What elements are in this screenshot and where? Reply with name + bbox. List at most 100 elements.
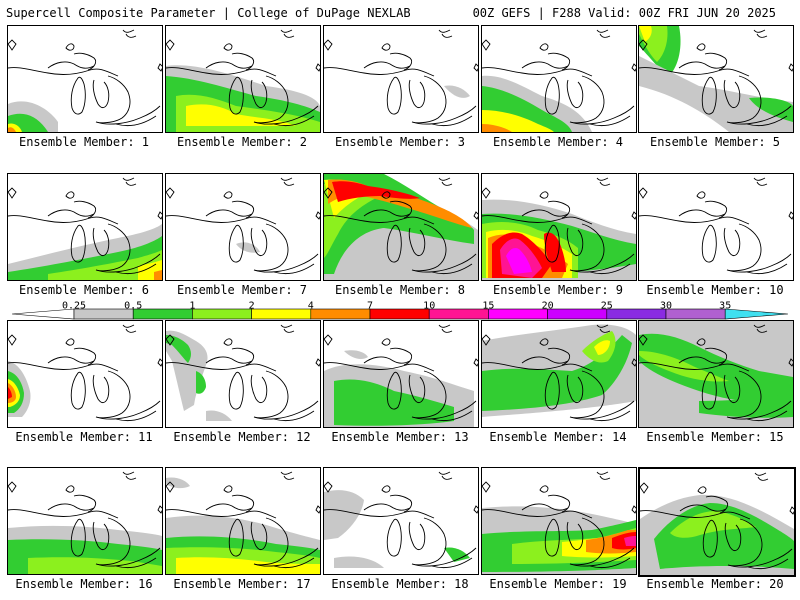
legend-tick-label: 15 bbox=[482, 301, 494, 312]
member-label-2: Ensemble Member: 2 bbox=[176, 135, 308, 149]
scp-contour-green bbox=[639, 333, 793, 403]
scp-contour-green bbox=[334, 379, 454, 426]
legend-bin-5 bbox=[369, 308, 430, 320]
member-label-5: Ensemble Member: 5 bbox=[649, 135, 781, 149]
scp-contour-red bbox=[544, 232, 566, 272]
scp-contour-green bbox=[444, 547, 470, 562]
legend-bin-9 bbox=[606, 308, 667, 320]
member-label-18: Ensemble Member: 18 bbox=[331, 577, 469, 591]
map-outline bbox=[482, 177, 636, 275]
member-map-svg bbox=[166, 324, 320, 422]
legend-bin-10 bbox=[665, 308, 726, 320]
legend-tick-label: 1 bbox=[189, 301, 195, 312]
member-map-svg bbox=[324, 324, 478, 427]
scp-contour-lime bbox=[639, 351, 729, 382]
scp-contour-green bbox=[699, 393, 793, 418]
legend-tick-label: 0.5 bbox=[124, 301, 142, 312]
scp-contour-gray bbox=[236, 242, 260, 253]
member-map-7 bbox=[165, 173, 321, 281]
member-map-12 bbox=[165, 320, 321, 428]
member-map-14 bbox=[481, 320, 637, 428]
scp-contour-lime bbox=[48, 250, 162, 280]
page-title: Supercell Composite Parameter | College … bbox=[6, 6, 411, 20]
member-label-14: Ensemble Member: 14 bbox=[489, 430, 627, 444]
member-map-10 bbox=[638, 173, 794, 281]
scp-contour-gray bbox=[344, 350, 368, 359]
scp-contour-gray bbox=[334, 556, 384, 568]
map-outline bbox=[639, 177, 793, 275]
scp-contour-lime bbox=[28, 557, 162, 574]
legend-bar: 0.25 0.5 1 2 4 7 10 15 20 25 30 35 bbox=[11, 301, 789, 320]
scp-contour-gray bbox=[166, 477, 190, 489]
map-outline bbox=[324, 324, 478, 422]
model-valid-time: 00Z GEFS | F288 Valid: 00Z FRI JUN 20 20… bbox=[472, 6, 776, 20]
member-map-15 bbox=[638, 320, 794, 428]
legend-bin-3 bbox=[251, 308, 312, 320]
legend-bin-6 bbox=[428, 308, 489, 320]
member-map-17 bbox=[165, 467, 321, 575]
member-map-svg bbox=[324, 174, 478, 280]
member-map-svg bbox=[482, 177, 636, 280]
legend-tick-label: 10 bbox=[423, 301, 435, 312]
member-map-svg bbox=[8, 471, 162, 574]
member-map-svg bbox=[482, 471, 636, 574]
map-outline bbox=[166, 177, 320, 275]
scp-contour-yellow bbox=[639, 26, 652, 42]
map-outline bbox=[166, 324, 320, 422]
legend-arrow-right bbox=[724, 308, 789, 320]
scp-contour-gray bbox=[324, 490, 364, 540]
member-map-11 bbox=[7, 320, 163, 428]
member-label-6: Ensemble Member: 6 bbox=[18, 283, 150, 297]
legend-tick-label: 7 bbox=[367, 301, 373, 312]
member-label-16: Ensemble Member: 16 bbox=[15, 577, 153, 591]
member-map-13 bbox=[323, 320, 479, 428]
member-map-2 bbox=[165, 25, 321, 133]
scp-contour-green bbox=[749, 97, 793, 122]
member-label-4: Ensemble Member: 4 bbox=[492, 135, 624, 149]
map-outline bbox=[8, 29, 162, 127]
member-map-svg bbox=[639, 177, 793, 275]
map-outline bbox=[324, 29, 478, 127]
map-outline bbox=[8, 324, 162, 422]
scp-contour-gray bbox=[444, 85, 470, 98]
map-outline bbox=[324, 177, 478, 275]
member-map-3 bbox=[323, 25, 479, 133]
member-label-10: Ensemble Member: 10 bbox=[646, 283, 784, 297]
map-outline bbox=[640, 472, 794, 570]
member-map-svg bbox=[8, 177, 162, 280]
member-map-19 bbox=[481, 467, 637, 575]
member-map-svg bbox=[8, 29, 162, 132]
scp-contour-green bbox=[482, 335, 632, 411]
member-label-19: Ensemble Member: 19 bbox=[489, 577, 627, 591]
scp-contour-yellow bbox=[594, 340, 610, 355]
scp-contour-magenta bbox=[506, 248, 532, 274]
legend-tick-label: 2 bbox=[249, 301, 255, 312]
member-map-4 bbox=[481, 25, 637, 133]
map-outline bbox=[639, 29, 793, 127]
scp-contour-yellow bbox=[176, 557, 320, 574]
legend-bin-8 bbox=[547, 308, 608, 320]
member-label-3: Ensemble Member: 3 bbox=[334, 135, 466, 149]
member-map-20 bbox=[638, 467, 796, 577]
member-map-svg bbox=[640, 472, 794, 575]
scp-contour-orange bbox=[8, 127, 16, 132]
legend-tick-label: 20 bbox=[542, 301, 554, 312]
scp-contour-orange bbox=[154, 270, 162, 280]
map-outline bbox=[8, 177, 162, 275]
member-label-11: Ensemble Member: 11 bbox=[15, 430, 153, 444]
scp-contour-yellow bbox=[186, 104, 296, 126]
scp-contour-red bbox=[8, 387, 12, 399]
member-map-8 bbox=[323, 173, 479, 281]
member-map-18 bbox=[323, 467, 479, 575]
map-outline bbox=[166, 29, 320, 127]
member-map-svg bbox=[166, 471, 320, 574]
legend-bin-2 bbox=[192, 308, 252, 320]
member-map-svg bbox=[482, 29, 636, 132]
member-label-12: Ensemble Member: 12 bbox=[173, 430, 311, 444]
scp-contour-deep_pink bbox=[624, 536, 636, 546]
scp-contour-gray bbox=[206, 410, 232, 421]
map-outline bbox=[166, 471, 320, 569]
color-legend: 0.25 0.5 1 2 4 7 10 15 20 25 30 35 bbox=[10, 301, 790, 325]
legend-bin-4 bbox=[310, 308, 371, 320]
member-label-1: Ensemble Member: 1 bbox=[18, 135, 150, 149]
